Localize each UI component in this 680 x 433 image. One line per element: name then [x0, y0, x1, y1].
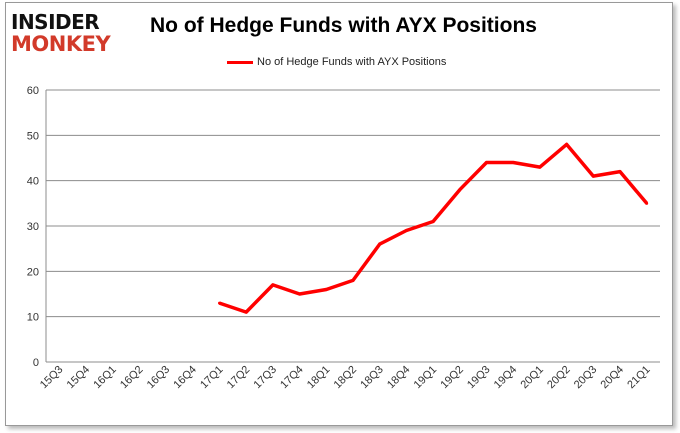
insider-monkey-logo: INSIDER MONKEY [11, 10, 111, 56]
y-tick-label: 0 [33, 357, 39, 369]
data-point [645, 201, 649, 205]
data-point [484, 161, 488, 165]
x-tick-label: 20Q4 [599, 364, 627, 392]
x-tick-label: 21Q1 [625, 364, 653, 392]
legend-swatch [227, 60, 253, 64]
x-tick-label: 19Q1 [412, 364, 440, 392]
x-tick-label: 16Q1 [91, 364, 119, 392]
y-tick-label: 20 [27, 266, 39, 278]
legend: No of Hedge Funds with AYX Positions [227, 56, 446, 68]
logo-line1: INSIDER [11, 10, 100, 34]
data-point [618, 170, 622, 174]
data-point [378, 242, 382, 246]
x-tick-label: 18Q2 [332, 364, 360, 392]
logo-line2: MONKEY [11, 32, 111, 56]
x-tick-label: 17Q3 [252, 364, 280, 392]
data-point [431, 219, 435, 223]
x-tick-label: 19Q2 [438, 364, 466, 392]
legend-label: No of Hedge Funds with AYX Positions [257, 56, 447, 68]
x-tick-label: 19Q3 [465, 364, 493, 392]
x-tick-label: 20Q3 [572, 364, 600, 392]
data-point [458, 188, 462, 192]
x-tick-label: 17Q4 [278, 364, 306, 392]
x-tick-label: 16Q4 [171, 364, 199, 392]
y-tick-label: 30 [27, 221, 39, 233]
x-tick-label: 19Q4 [492, 364, 520, 392]
data-point [511, 161, 515, 165]
x-tick-label: 17Q2 [225, 364, 253, 392]
x-tick-label: 17Q1 [198, 364, 226, 392]
data-point [538, 165, 542, 169]
x-tick-label: 15Q3 [38, 364, 66, 392]
y-tick-label: 50 [27, 130, 39, 142]
x-tick-label: 18Q3 [358, 364, 386, 392]
chart-title: No of Hedge Funds with AYX Positions [150, 14, 537, 37]
data-point [271, 283, 275, 287]
x-tick-label: 18Q4 [385, 364, 413, 392]
y-tick-label: 40 [27, 176, 39, 188]
y-tick-label: 60 [27, 85, 39, 97]
x-tick-label: 16Q2 [118, 364, 146, 392]
data-point [565, 142, 569, 146]
data-point [324, 287, 328, 291]
x-tick-label: 20Q1 [518, 364, 546, 392]
data-point [244, 310, 248, 314]
y-tick-label: 10 [27, 312, 39, 324]
chart-frame [5, 2, 673, 426]
data-point [218, 301, 222, 305]
x-tick-label: 15Q4 [65, 364, 93, 392]
data-point [351, 278, 355, 282]
series-line [218, 142, 649, 314]
x-tick-label: 16Q3 [145, 364, 173, 392]
data-point [404, 229, 408, 233]
x-tick-label: 18Q1 [305, 364, 333, 392]
x-tick-label: 20Q2 [545, 364, 573, 392]
data-point [591, 174, 595, 178]
data-point [298, 292, 302, 296]
